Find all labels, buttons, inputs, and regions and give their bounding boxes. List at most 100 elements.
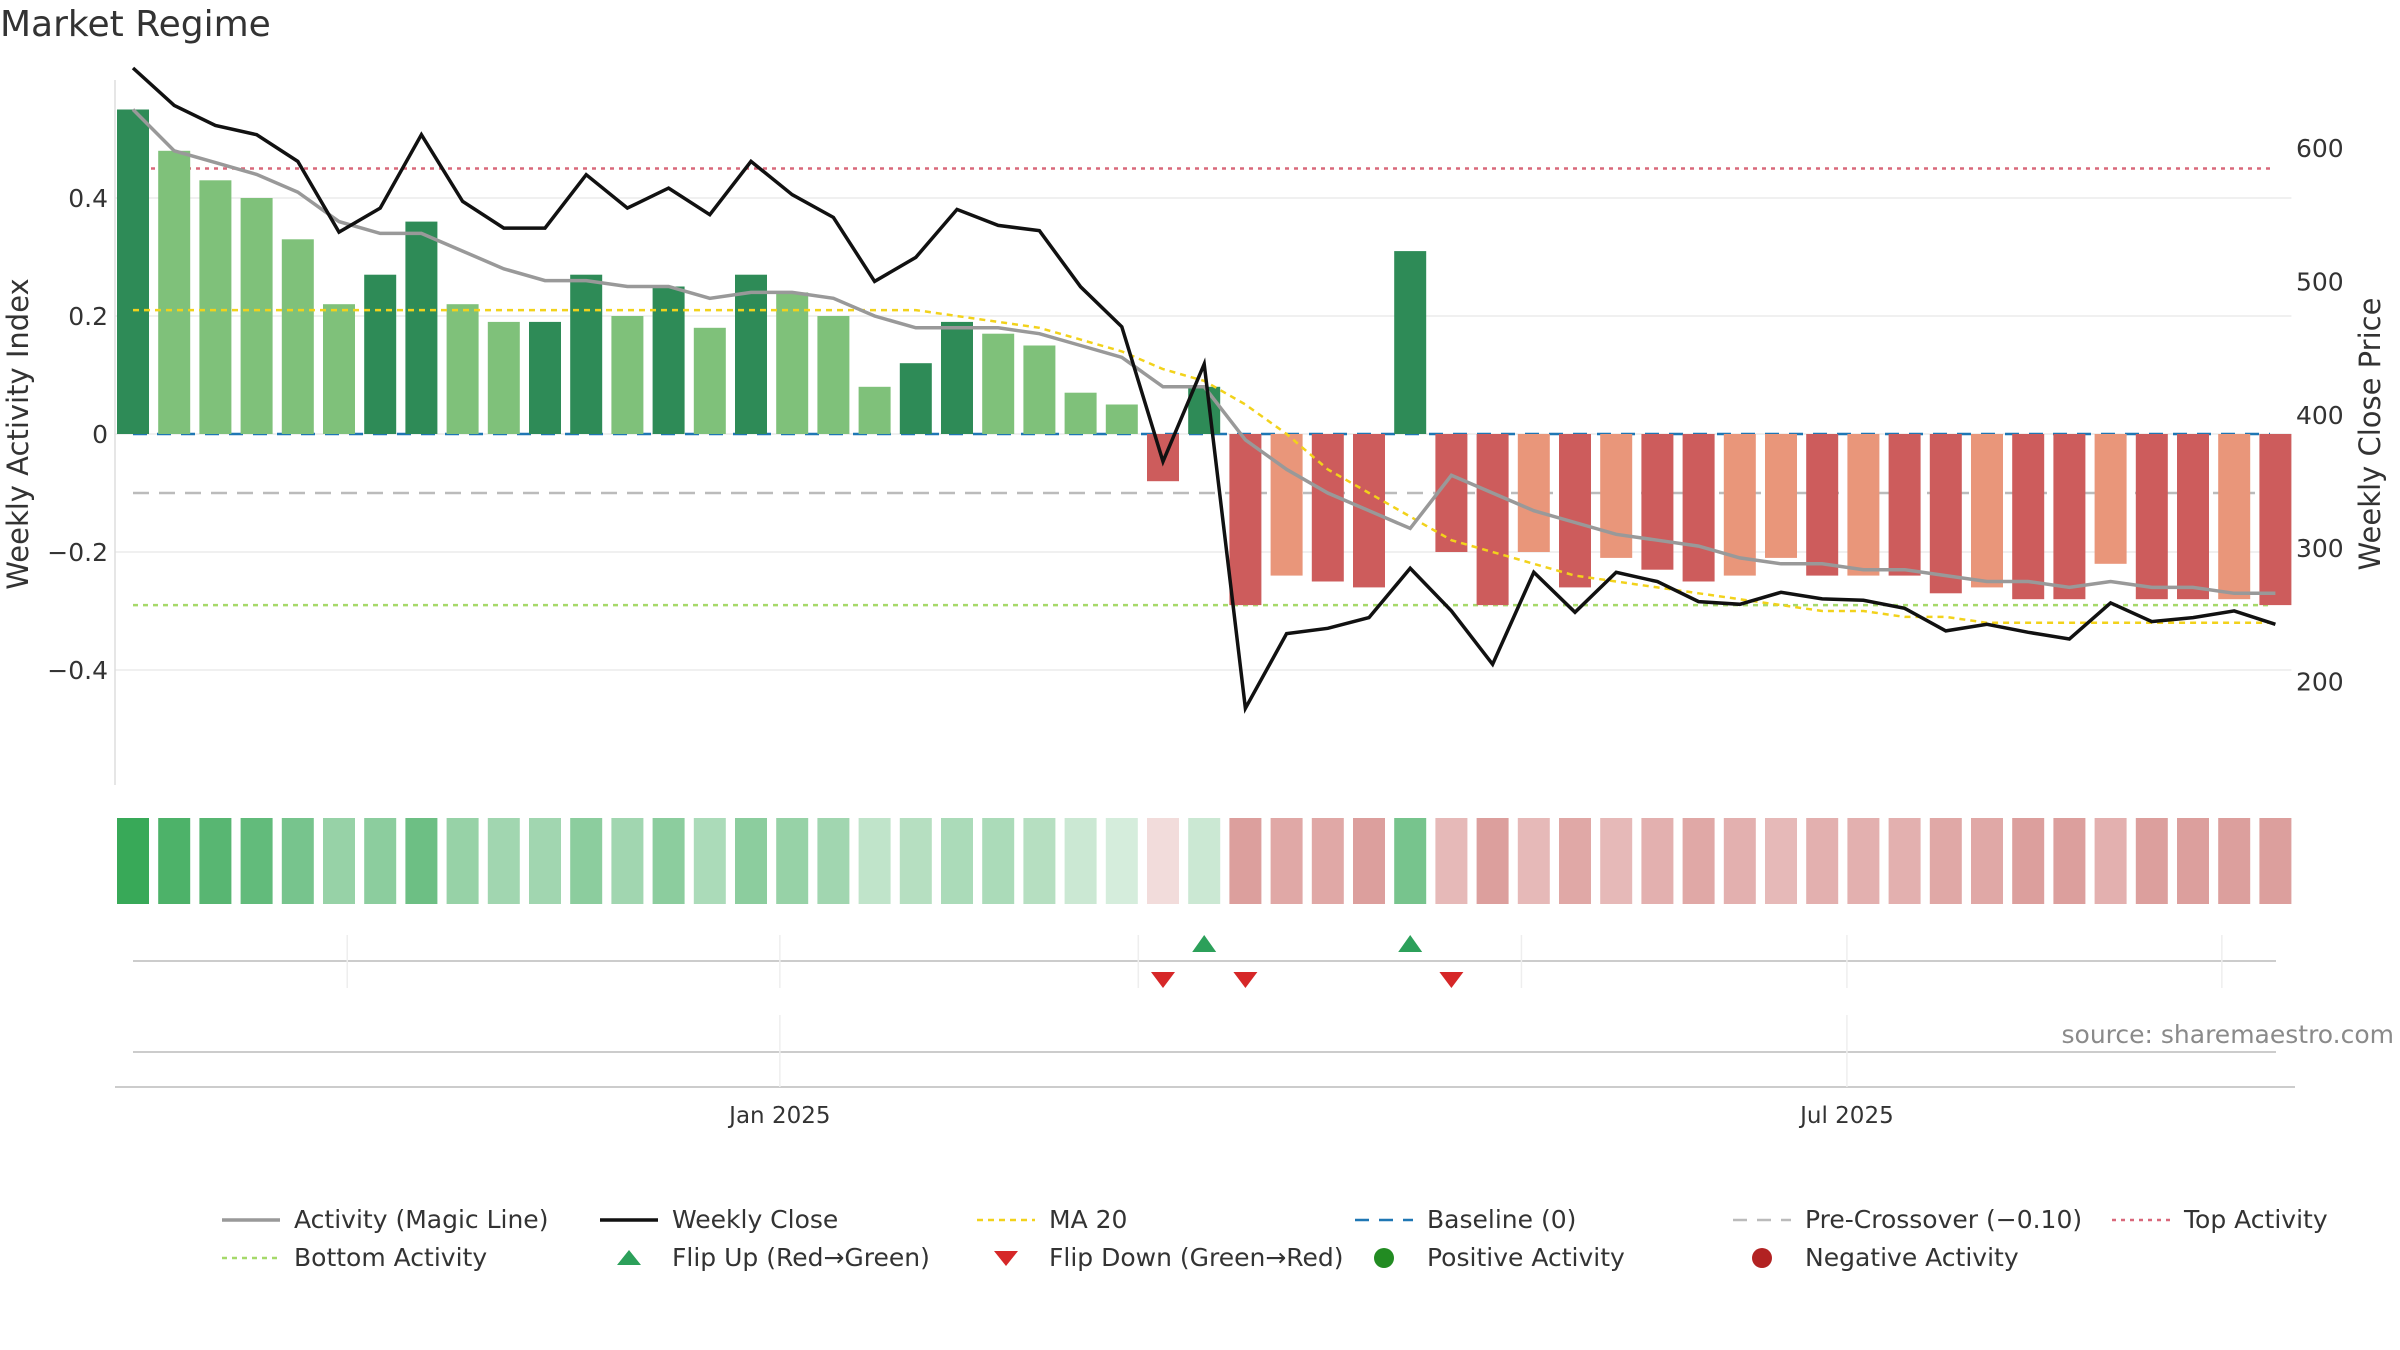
- activity-bar: [817, 316, 850, 434]
- regime-strip-cell: [117, 818, 149, 904]
- legend: Activity (Magic Line) Weekly Close MA 20 Ba…: [0, 1205, 2400, 1295]
- legend-swatch: [1752, 1247, 1772, 1268]
- right-tick-label: 400: [2296, 401, 2344, 430]
- legend-label: Flip Up (Red→Green): [672, 1243, 930, 1272]
- regime-strip-cell: [899, 818, 932, 904]
- regime-strip-cell: [1600, 818, 1633, 904]
- magic-line: [131, 108, 2276, 596]
- activity-bar: [1270, 434, 1303, 576]
- right-tick-label: 600: [2296, 134, 2344, 163]
- legend-label: Bottom Activity: [294, 1243, 488, 1272]
- activity-bar: [652, 286, 685, 434]
- regime-strip-cell: [2135, 818, 2168, 904]
- activity-bar: [1723, 434, 1756, 576]
- regime-strip-cell: [2177, 818, 2209, 904]
- activity-bar: [1517, 434, 1550, 552]
- activity-bar: [323, 304, 355, 434]
- regime-strip-cell: [1847, 818, 1880, 904]
- regime-strip-cell: [1765, 818, 1797, 904]
- flip-down-marker: [1151, 972, 1175, 988]
- activity-bar: [1888, 434, 1921, 576]
- regime-strip-cell: [693, 818, 726, 904]
- regime-strip-cell: [1023, 818, 1056, 904]
- market-regime-chart: 0.4 0.2 0 −0.2 −0.4 600 500 400 300 200 Weekly Act…: [1, 66, 2387, 1129]
- regime-strip-cell: [2259, 818, 2292, 904]
- activity-bar: [2012, 434, 2045, 600]
- activity-bar: [1765, 434, 1797, 558]
- flip-down-marker: [1439, 972, 1464, 988]
- regime-strip-cell: [1971, 818, 2003, 904]
- activity-bar: [899, 363, 932, 434]
- activity-bar: [1394, 251, 1427, 434]
- regime-strip-cell: [199, 818, 232, 904]
- regime-strip-layer: [117, 818, 2292, 904]
- flip-up-marker: [1398, 935, 1423, 952]
- legend-swatch: [600, 1217, 658, 1222]
- legend-swatch: [2112, 1218, 2170, 1221]
- x-tick-label: Jan 2025: [727, 1103, 830, 1129]
- regime-strip-cell: [858, 818, 891, 904]
- flip-up-marker: [1192, 935, 1217, 952]
- activity-bar: [1971, 434, 2003, 588]
- legend-item-flip-down: Flip Down (Green→Red): [975, 1243, 1344, 1272]
- regime-strip-cell: [2094, 818, 2127, 904]
- activity-bar: [1023, 345, 1056, 434]
- regime-strip-cell: [1064, 818, 1097, 904]
- legend-label: Positive Activity: [1427, 1243, 1625, 1272]
- regime-strip-cell: [158, 818, 191, 904]
- regime-strip-cell: [1435, 818, 1468, 904]
- legend-swatch: [1374, 1247, 1394, 1268]
- legend-swatch: [617, 1249, 641, 1265]
- regime-strip-cell: [1105, 818, 1138, 904]
- activity-bar: [1806, 434, 1839, 576]
- activity-bar: [1476, 434, 1509, 606]
- source-credit: source: sharemaestro.com: [2061, 1020, 2395, 1049]
- regime-strip-cell: [735, 818, 767, 904]
- regime-strip-cell: [982, 818, 1015, 904]
- activity-bar: [2135, 434, 2168, 600]
- activity-bar: [1847, 434, 1880, 576]
- regime-strip-cell: [2012, 818, 2045, 904]
- activity-bar: [1188, 386, 1221, 434]
- activity-bar: [1600, 434, 1633, 558]
- legend-label: Pre-Crossover (−0.10): [1805, 1205, 2083, 1234]
- right-tick-label: 500: [2296, 267, 2344, 296]
- activity-bar: [2218, 434, 2251, 600]
- regime-strip-cell: [652, 818, 685, 904]
- legend-item-positive: Positive Activity: [1353, 1243, 1625, 1272]
- legend-label: Activity (Magic Line): [294, 1205, 549, 1234]
- regime-strip-cell: [1929, 818, 1962, 904]
- activity-bar: [158, 150, 191, 435]
- regime-strip-cell: [487, 818, 520, 904]
- activity-bar: [1229, 434, 1262, 606]
- regime-strip-cell: [776, 818, 809, 904]
- activity-bar: [199, 180, 232, 434]
- activity-bar: [941, 321, 973, 434]
- legend-swatch: [1733, 1218, 1791, 1221]
- left-tick-label: 0.2: [68, 302, 108, 331]
- activity-bar: [570, 274, 603, 434]
- legend-item-bottom: Bottom Activity: [220, 1243, 487, 1272]
- activity-bar: [2094, 434, 2127, 564]
- activity-bar: [281, 239, 314, 434]
- activity-bar: [240, 198, 273, 434]
- chart-title: Market Regime: [0, 4, 271, 45]
- left-axis-label: Weekly Activity Index: [1, 278, 35, 589]
- regime-strip-cell: [941, 818, 973, 904]
- legend-item-top: Top Activity: [2110, 1205, 2328, 1234]
- regime-strip-cell: [405, 818, 438, 904]
- regime-strip-cell: [1188, 818, 1221, 904]
- activity-bar: [2259, 434, 2292, 606]
- activity-bar: [2177, 434, 2209, 600]
- legend-item-pre: Pre-Crossover (−0.10): [1731, 1205, 2082, 1234]
- regime-strip-cell: [1682, 818, 1715, 904]
- regime-strip-cell: [1353, 818, 1385, 904]
- legend-label: Baseline (0): [1427, 1205, 1577, 1234]
- activity-bar: [693, 327, 726, 434]
- activity-bars-layer: [117, 109, 2292, 606]
- right-tick-label: 200: [2296, 668, 2344, 697]
- activity-bar: [1641, 434, 1674, 570]
- regime-strip-cell: [1723, 818, 1756, 904]
- legend-item-negative: Negative Activity: [1731, 1243, 2019, 1272]
- activity-bar: [1105, 404, 1138, 434]
